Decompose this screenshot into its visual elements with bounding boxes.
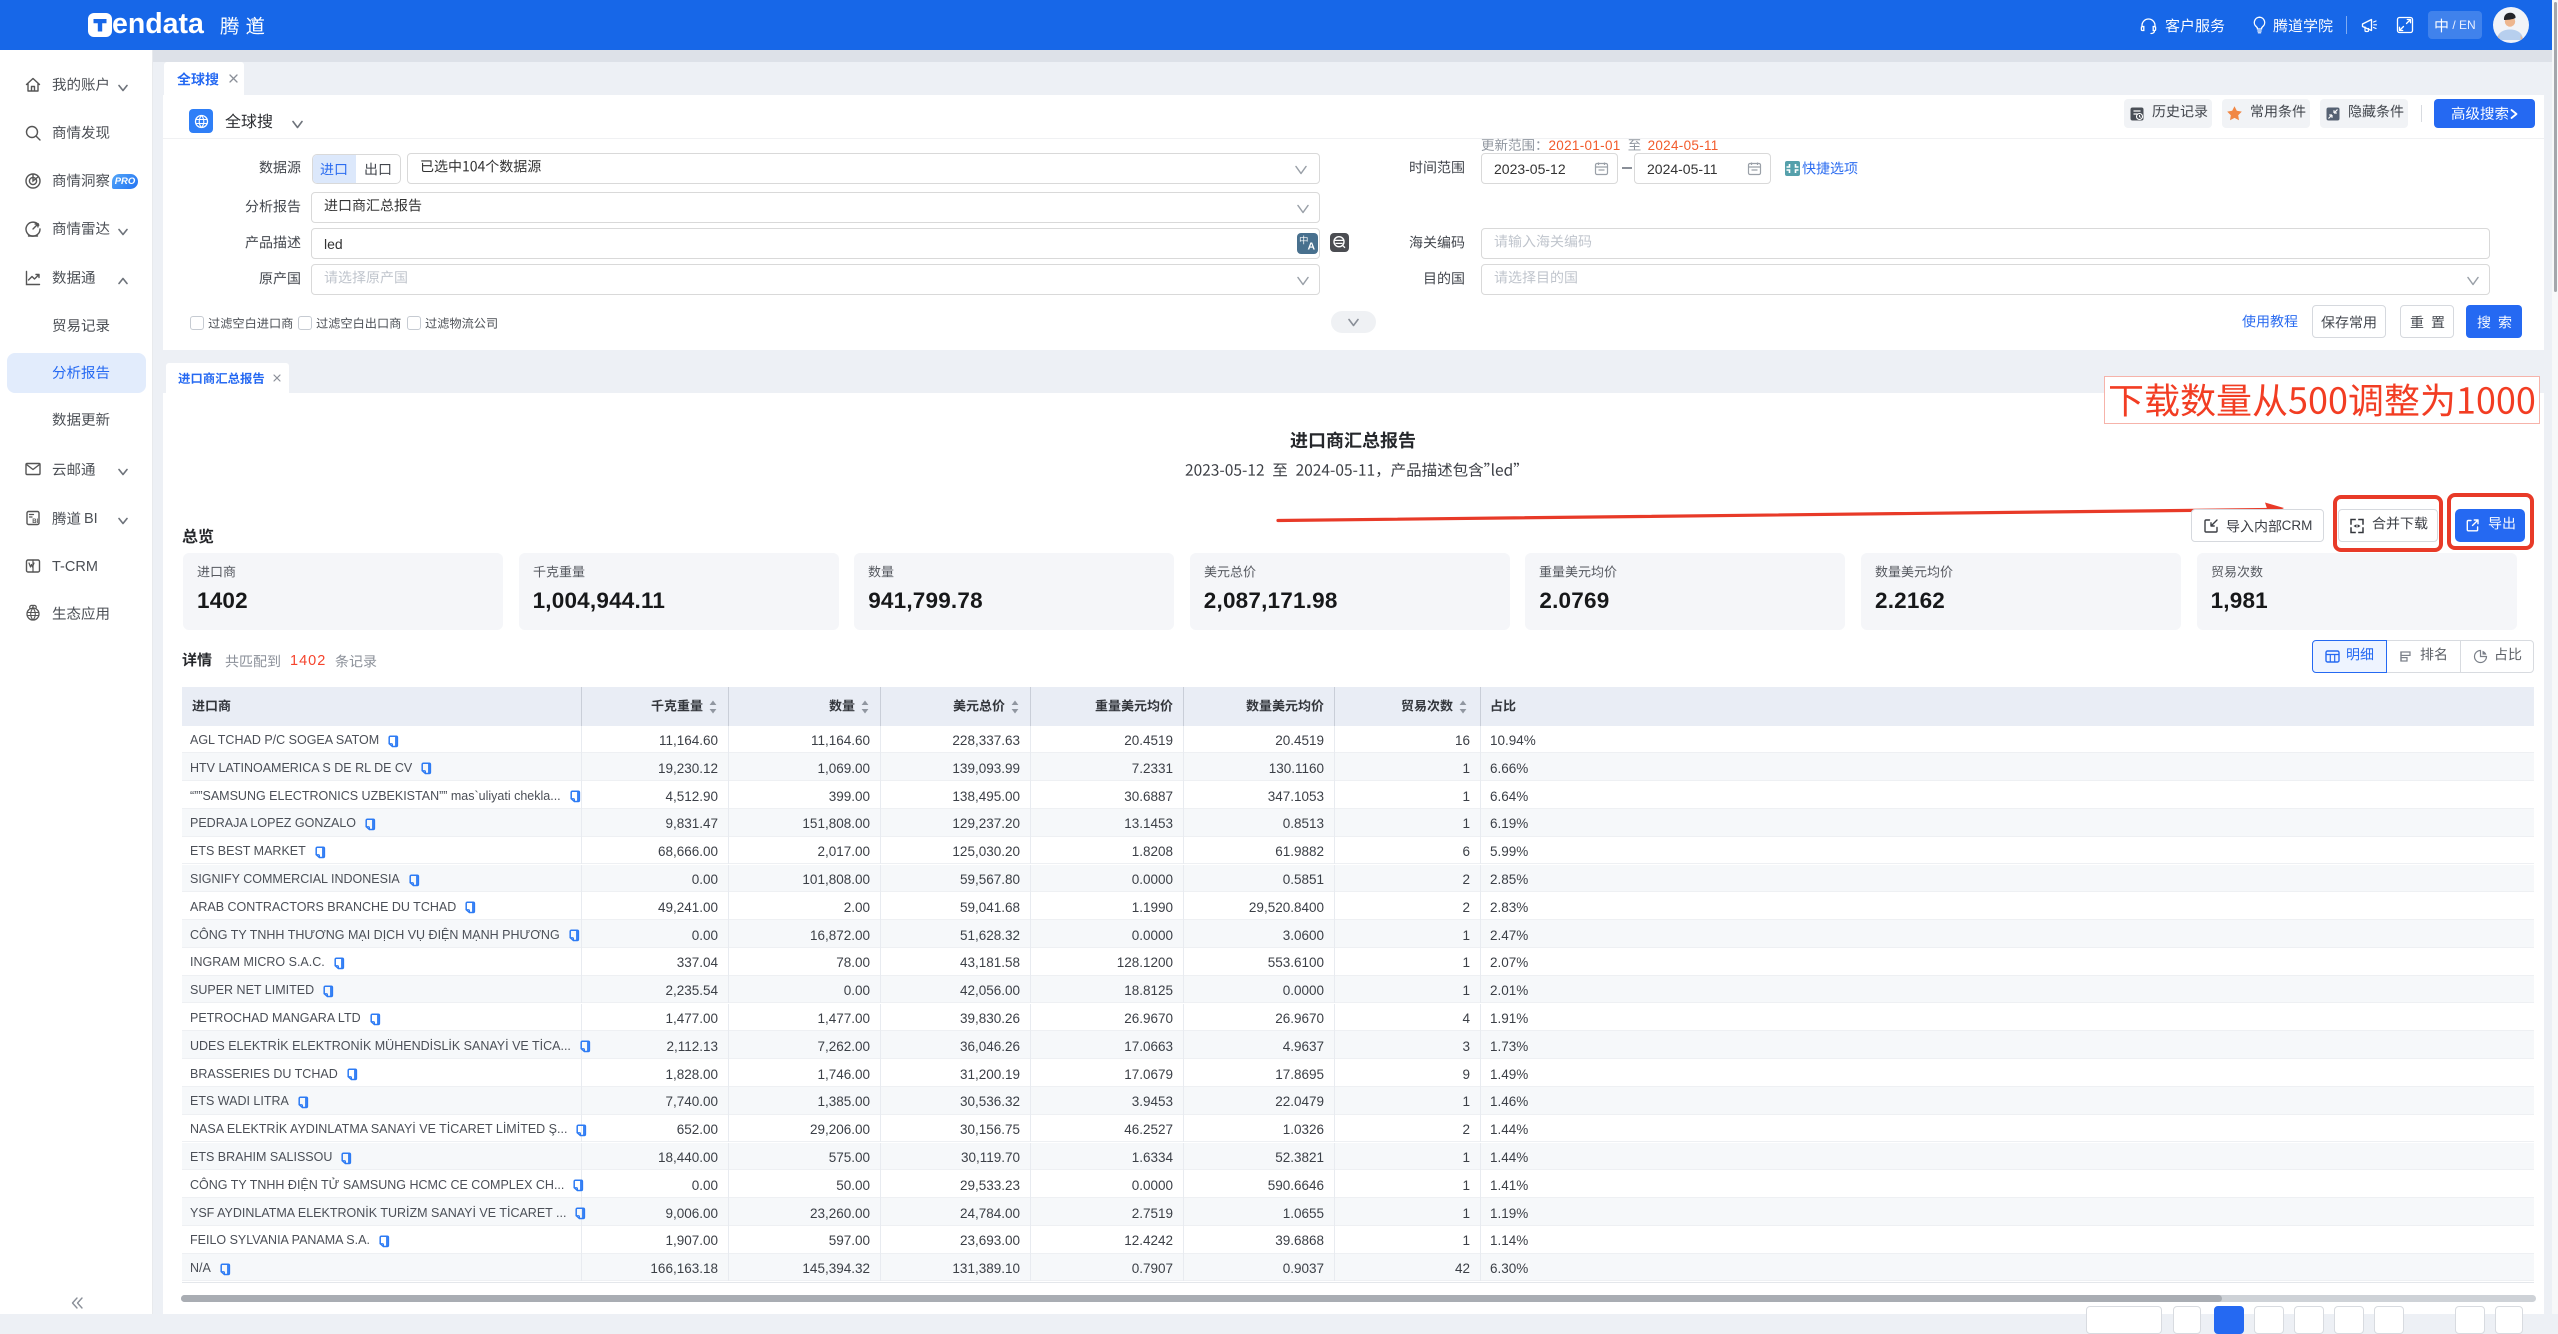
svg-text:BI: BI [32,519,38,525]
svg-text:A: A [1308,241,1316,253]
